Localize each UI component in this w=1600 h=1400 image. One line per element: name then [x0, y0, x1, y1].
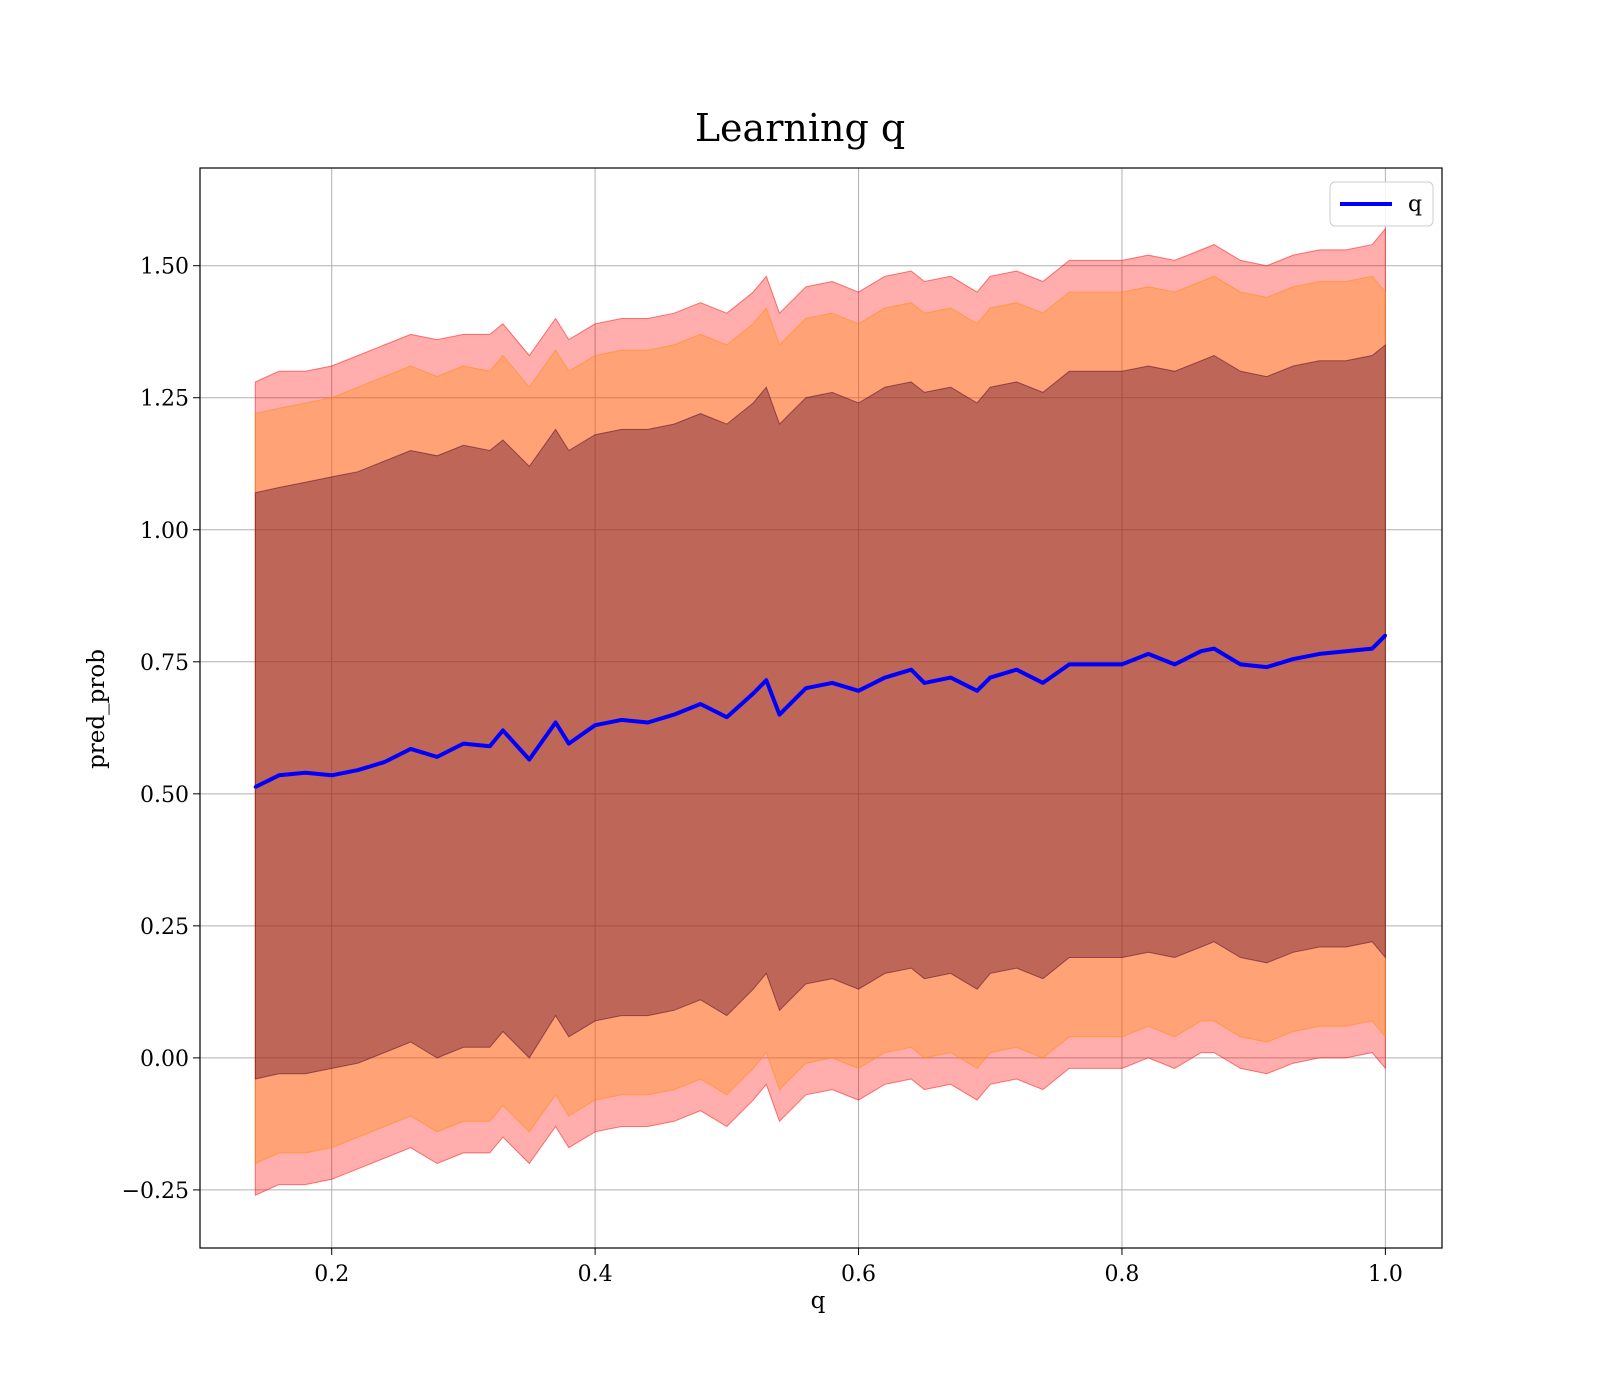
chart-title: Learning q	[695, 106, 905, 150]
band-1	[254, 227, 1386, 1196]
data-point	[253, 785, 257, 789]
data-point	[356, 768, 360, 772]
confidence-bands	[254, 227, 1386, 1196]
series-lines	[253, 633, 1387, 789]
data-point	[1094, 662, 1098, 667]
data-point	[725, 715, 729, 719]
data-point	[1014, 668, 1019, 672]
y-tick-label: 0.25	[140, 915, 189, 940]
data-point	[1344, 649, 1348, 653]
x-tick-label: 0.4	[578, 1262, 613, 1287]
data-point	[435, 755, 439, 759]
y-tick-label: 0.50	[140, 783, 189, 808]
x-tick-label: 0.2	[314, 1262, 349, 1287]
x-axis-ticks: 0.2 0.4 0.6 0.8 1.0	[314, 1248, 1403, 1287]
band-3	[254, 343, 1386, 1080]
y-tick-label: 1.25	[140, 387, 189, 412]
data-point	[488, 744, 492, 748]
y-axis-ticks: −0.25 0.00 0.25 0.50 0.75 1.00 1.25 1.50	[122, 255, 200, 1204]
y-tick-label: 0.75	[140, 651, 189, 676]
data-point	[409, 747, 413, 751]
data-point	[1383, 633, 1387, 637]
band-2	[254, 275, 1386, 1165]
data-point	[1291, 657, 1295, 661]
data-point	[527, 757, 531, 762]
data-point	[619, 718, 624, 722]
y-axis-label: pred_prob	[84, 649, 110, 769]
legend-label: q	[1408, 192, 1422, 217]
data-point	[1120, 662, 1124, 667]
x-tick-label: 0.8	[1104, 1262, 1139, 1287]
data-point	[672, 713, 676, 717]
data-point	[1041, 681, 1045, 685]
y-tick-label: −0.25	[122, 1179, 189, 1204]
data-point	[856, 689, 861, 693]
x-tick-label: 0.6	[841, 1262, 876, 1287]
data-point	[764, 678, 768, 682]
legend: q	[1329, 181, 1434, 227]
data-point	[751, 691, 755, 696]
data-point	[1199, 649, 1203, 653]
data-point	[1265, 665, 1269, 669]
data-point	[1146, 652, 1150, 656]
data-point	[461, 742, 466, 746]
y-tick-label: 1.50	[140, 255, 189, 280]
data-point	[975, 689, 979, 693]
data-point	[1173, 662, 1177, 667]
data-point	[1370, 646, 1374, 651]
data-point	[330, 773, 334, 777]
data-point	[883, 676, 887, 680]
data-point	[501, 728, 505, 733]
x-axis-label: q	[811, 1288, 826, 1314]
data-point	[1212, 646, 1216, 651]
data-point	[303, 771, 307, 775]
y-tick-label: 0.00	[140, 1047, 189, 1072]
data-point	[698, 702, 703, 706]
x-tick-label: 1.0	[1368, 1262, 1403, 1287]
data-point	[830, 681, 834, 685]
data-point	[949, 676, 953, 680]
data-point	[593, 723, 597, 727]
data-point	[1238, 662, 1243, 667]
data-point	[277, 773, 281, 777]
series-line-q	[254, 633, 1387, 789]
data-point	[909, 668, 913, 672]
data-point	[804, 686, 808, 690]
data-point	[554, 720, 558, 725]
plot-frame	[199, 167, 1443, 1249]
data-point	[777, 713, 782, 717]
data-point	[1317, 652, 1322, 656]
data-point	[646, 720, 650, 725]
data-point	[1067, 662, 1071, 667]
y-tick-label: 1.00	[140, 519, 189, 544]
data-point	[382, 760, 386, 764]
data-point	[988, 676, 992, 680]
data-point	[567, 742, 571, 746]
data-point	[922, 681, 926, 685]
